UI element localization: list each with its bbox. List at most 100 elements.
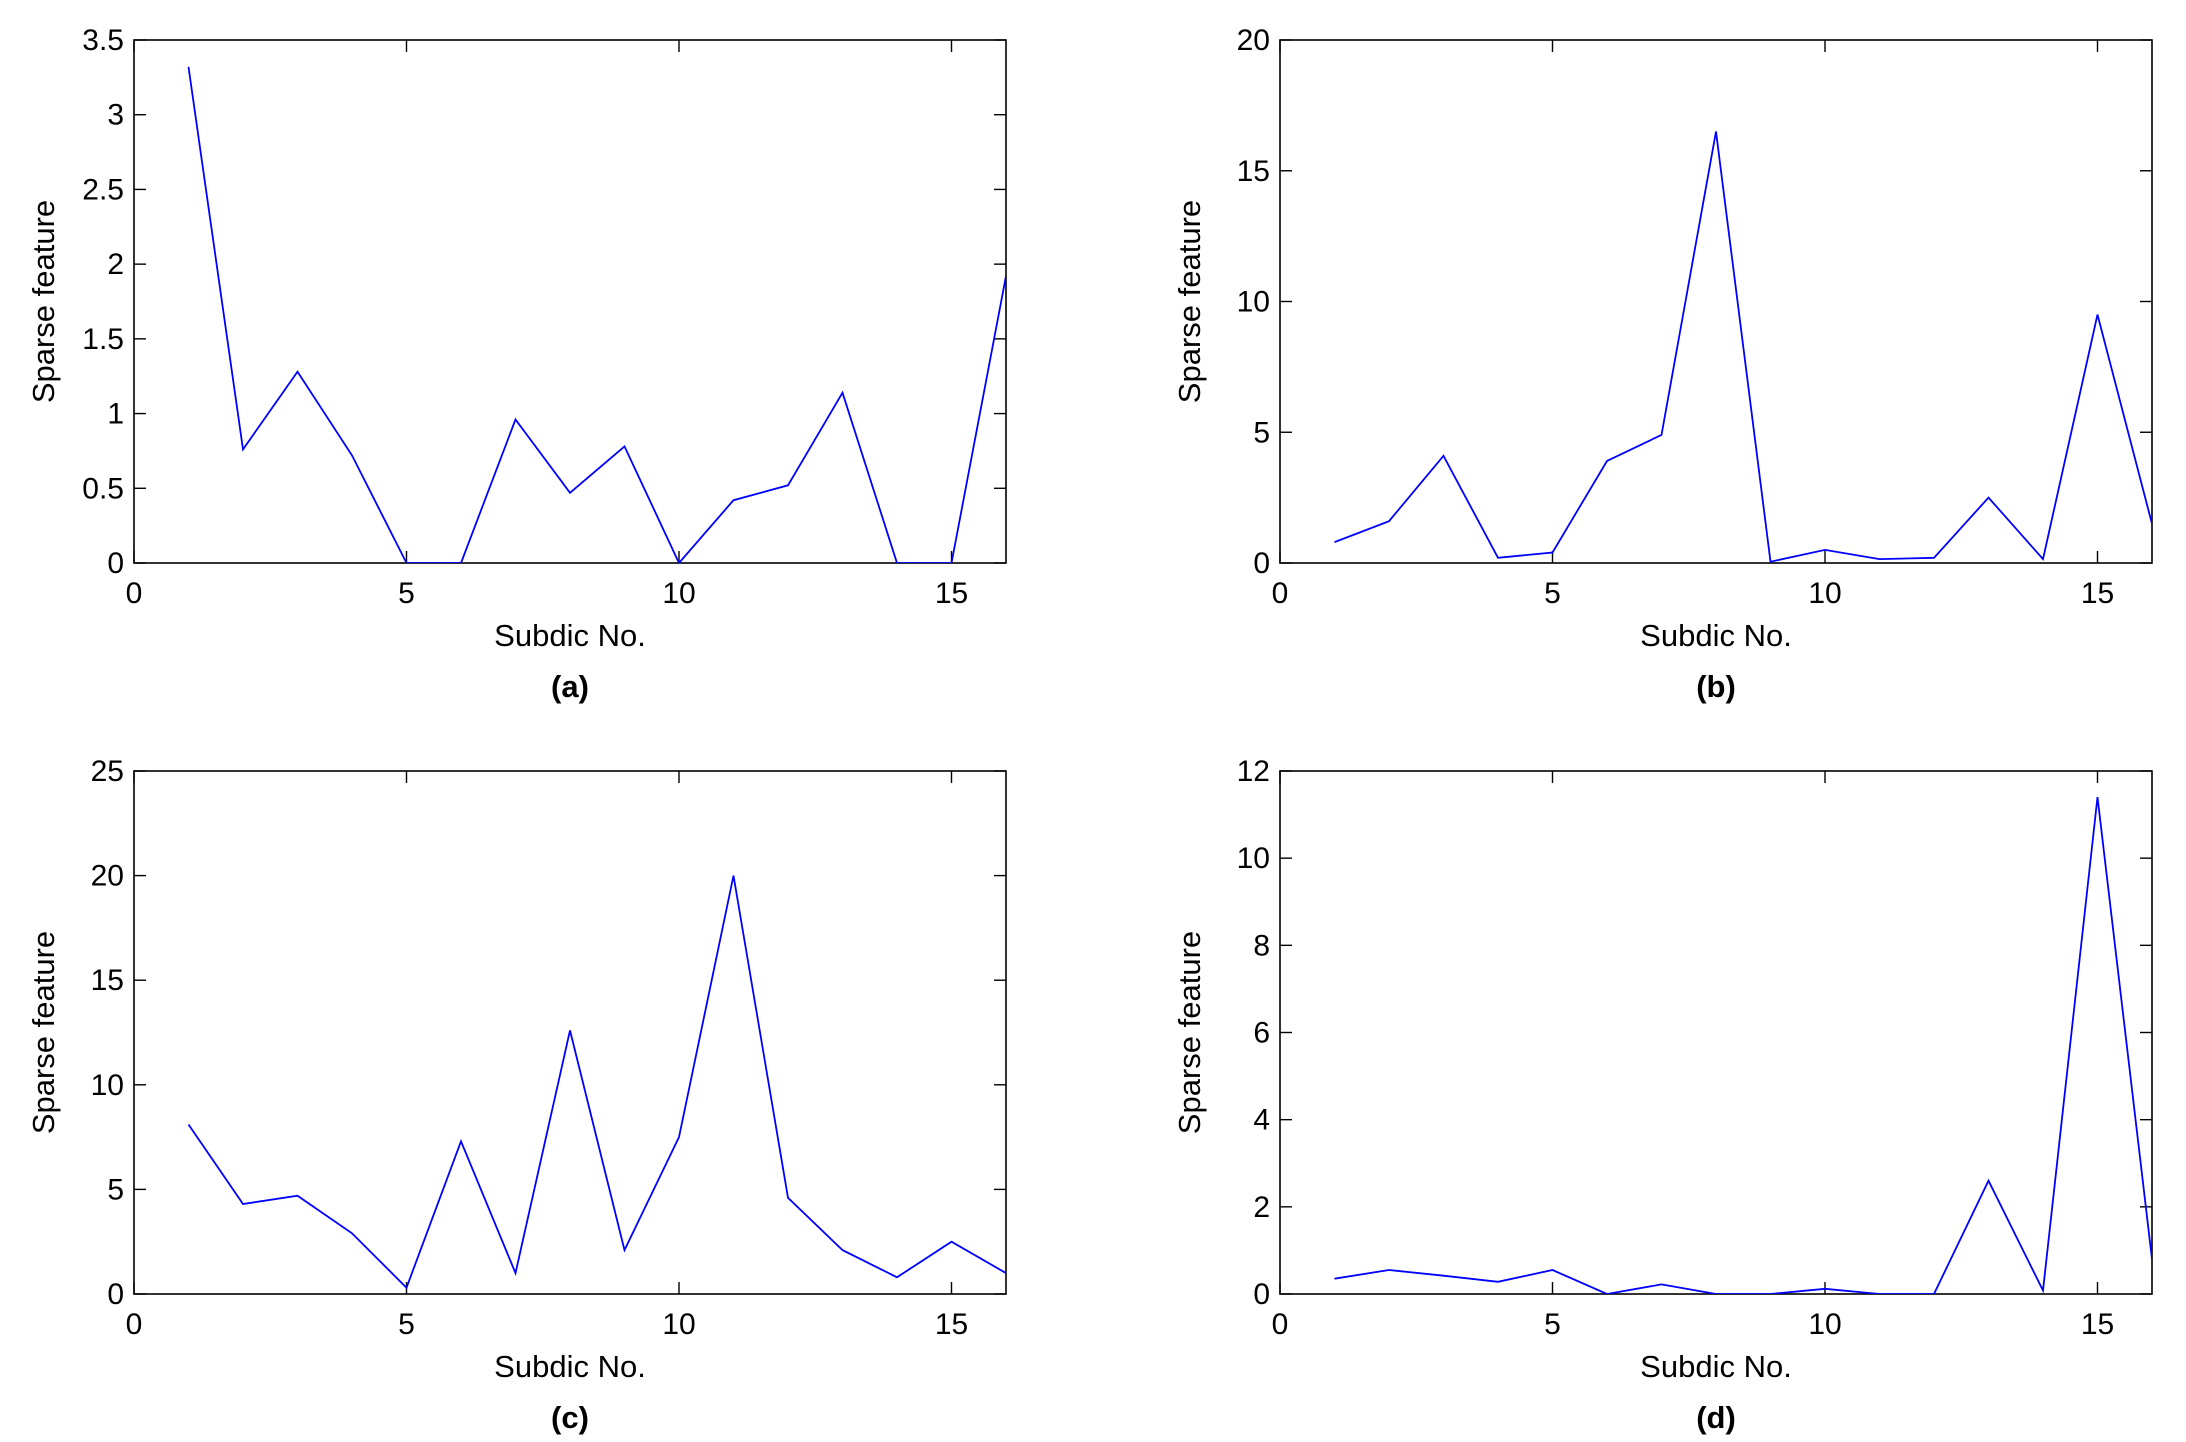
y-tick-label: 12 <box>1237 755 1270 788</box>
data-point <box>1714 1292 1718 1296</box>
series-line <box>187 66 1006 563</box>
y-axis-label: Sparse feature <box>26 200 61 403</box>
data-point <box>841 391 845 395</box>
data-point <box>296 370 300 374</box>
y-tick-label: 10 <box>91 1069 124 1102</box>
y-tick-label: 5 <box>1253 416 1270 449</box>
data-point <box>841 1248 845 1252</box>
data-point <box>2041 557 2045 561</box>
x-tick-label: 10 <box>662 1308 695 1341</box>
data-point <box>1823 548 1827 552</box>
data-point <box>1878 557 1882 561</box>
axes-frame <box>1279 770 2153 1295</box>
y-tick-label: 15 <box>91 964 124 997</box>
data-point <box>1878 1292 1882 1296</box>
y-tick-label: 3.5 <box>82 24 124 57</box>
x-tick-label: 5 <box>1544 577 1561 610</box>
y-tick-label: 20 <box>91 860 124 893</box>
x-tick-label: 15 <box>2081 577 2114 610</box>
data-point <box>350 453 354 457</box>
data-point <box>1333 540 1337 544</box>
data-point <box>623 444 627 448</box>
data-point <box>1605 1292 1609 1296</box>
data-point <box>732 498 736 502</box>
y-tick-label: 0.5 <box>82 472 124 505</box>
subplot-caption: (c) <box>551 1400 589 1435</box>
data-point <box>623 1248 627 1252</box>
x-axis-label: Subdic No. <box>494 1349 646 1384</box>
subplot-caption: (b) <box>1696 669 1736 704</box>
x-tick-label: 5 <box>398 1308 415 1341</box>
data-point <box>241 1202 245 1206</box>
data-point <box>187 1123 191 1127</box>
y-tick-label: 1 <box>107 398 124 431</box>
data-point <box>296 1194 300 1198</box>
subplot-caption: (a) <box>551 669 589 704</box>
data-point <box>677 1135 681 1139</box>
series-line <box>1334 796 2152 1294</box>
data-point <box>1660 1282 1664 1286</box>
y-tick-label: 25 <box>91 755 124 788</box>
subplot-b: 0 5 10 15 0 5 10 15 20 Subdic No. Sparse feature (b… <box>1172 24 2153 704</box>
series-line <box>187 875 1006 1290</box>
data-point <box>1551 1268 1555 1272</box>
data-point <box>1660 433 1664 437</box>
y-axis-label: Sparse feature <box>1172 931 1207 1134</box>
y-tick-label: 5 <box>107 1173 124 1206</box>
data-point <box>1987 1179 1991 1183</box>
y-axis-label: Sparse feature <box>1172 200 1207 403</box>
x-tick-label: 10 <box>662 577 695 610</box>
data-point <box>187 65 191 69</box>
y-tick-label: 6 <box>1253 1017 1270 1050</box>
data-point <box>405 1286 409 1290</box>
y-tick-label: 2 <box>107 248 124 281</box>
data-point <box>1823 1287 1827 1291</box>
data-point <box>732 874 736 878</box>
y-tick-label: 0 <box>107 1278 124 1311</box>
data-point <box>568 1028 572 1032</box>
x-tick-label: 15 <box>935 577 968 610</box>
y-tick-label: 0 <box>107 547 124 580</box>
data-point <box>1496 1280 1500 1284</box>
x-tick-label: 0 <box>126 577 143 610</box>
data-point <box>459 1139 463 1143</box>
data-point <box>1769 560 1773 564</box>
y-tick-label: 10 <box>1237 286 1270 319</box>
data-point <box>405 561 409 565</box>
data-point <box>2096 795 2100 799</box>
y-tick-label: 1.5 <box>82 323 124 356</box>
subplot-c: 0 5 10 15 0 5 10 15 20 25 Subdic No. Sparse feature… <box>26 755 1008 1435</box>
data-point <box>2041 1289 2045 1293</box>
data-point <box>1932 556 1936 560</box>
data-point <box>1004 1271 1008 1275</box>
subplot-caption: (d) <box>1696 1400 1736 1435</box>
x-axis-label: Subdic No. <box>1640 618 1792 653</box>
axes-frame <box>133 770 1007 1295</box>
y-tick-label: 0 <box>1253 547 1270 580</box>
x-tick-label: 5 <box>1544 1308 1561 1341</box>
y-tick-label: 2.5 <box>82 173 124 206</box>
data-point <box>1932 1292 1936 1296</box>
data-point <box>1442 1274 1446 1278</box>
x-tick-label: 10 <box>1808 577 1841 610</box>
x-tick-label: 0 <box>126 1308 143 1341</box>
x-tick-label: 5 <box>398 577 415 610</box>
data-point <box>1714 130 1718 134</box>
y-axis-label: Sparse feature <box>26 931 61 1134</box>
x-tick-label: 0 <box>1272 577 1289 610</box>
x-tick-label: 15 <box>2081 1308 2114 1341</box>
data-point <box>568 491 572 495</box>
data-point <box>786 1196 790 1200</box>
y-tick-label: 15 <box>1237 155 1270 188</box>
x-tick-label: 10 <box>1808 1308 1841 1341</box>
data-point <box>895 561 899 565</box>
data-point <box>1333 1277 1337 1281</box>
x-axis-label: Subdic No. <box>494 618 646 653</box>
data-point <box>514 418 518 422</box>
data-point <box>241 447 245 451</box>
data-point <box>786 483 790 487</box>
axes-frame <box>133 39 1007 564</box>
y-tick-label: 20 <box>1237 24 1270 57</box>
data-point <box>459 561 463 565</box>
